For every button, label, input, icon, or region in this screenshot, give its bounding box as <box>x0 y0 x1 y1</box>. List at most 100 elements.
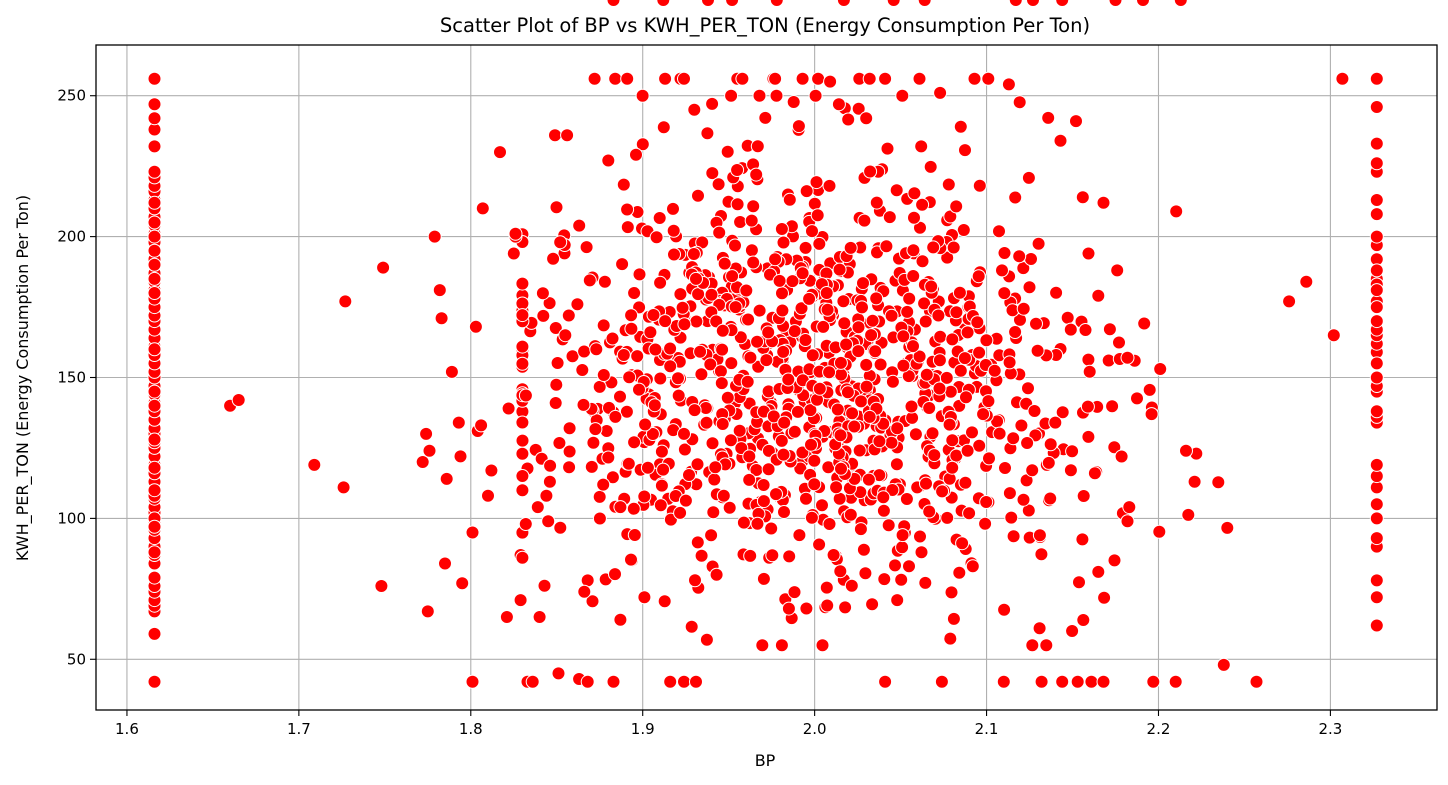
data-point <box>763 267 777 282</box>
data-point <box>1041 455 1056 470</box>
data-point <box>1120 514 1135 529</box>
data-point <box>613 612 628 627</box>
data-point <box>620 202 635 217</box>
data-point <box>944 585 959 600</box>
data-point <box>635 137 650 152</box>
data-point <box>562 460 577 475</box>
data-point <box>1369 618 1384 633</box>
data-point <box>777 505 791 519</box>
data-point <box>933 85 948 100</box>
data-point <box>759 353 774 368</box>
data-point <box>1065 444 1080 459</box>
data-point <box>663 341 678 356</box>
data-point <box>1002 486 1017 501</box>
data-point <box>894 572 909 587</box>
data-point <box>715 342 730 357</box>
data-point <box>376 260 391 275</box>
data-point <box>580 674 595 689</box>
data-point <box>912 349 927 364</box>
data-point <box>1032 621 1047 636</box>
data-point <box>515 308 530 323</box>
data-point <box>147 243 162 258</box>
data-point <box>147 215 162 230</box>
data-point <box>637 590 652 605</box>
data-point <box>1152 524 1167 539</box>
data-point <box>608 409 623 424</box>
data-point <box>712 225 727 240</box>
data-point <box>689 314 704 329</box>
data-point <box>775 286 789 301</box>
data-point <box>833 564 848 579</box>
data-point <box>851 101 866 116</box>
data-point <box>819 286 834 300</box>
data-point <box>907 186 922 201</box>
data-point <box>761 325 776 340</box>
data-point <box>923 159 938 174</box>
data-point <box>869 291 884 306</box>
data-point <box>1016 492 1031 507</box>
data-point <box>673 287 688 302</box>
data-point <box>147 545 162 560</box>
data-point <box>805 348 820 363</box>
data-point <box>766 409 781 424</box>
data-point <box>1016 301 1031 316</box>
data-point <box>728 238 742 253</box>
data-point <box>451 415 466 430</box>
data-point <box>231 393 246 407</box>
data-point <box>895 540 910 555</box>
data-point <box>608 567 622 582</box>
data-point <box>518 388 533 403</box>
data-point <box>889 457 904 472</box>
data-point <box>853 522 868 537</box>
data-point <box>565 349 580 364</box>
data-point <box>714 376 729 391</box>
data-point <box>553 235 568 250</box>
data-point <box>822 517 837 531</box>
data-point <box>1001 77 1016 92</box>
data-point <box>970 315 985 330</box>
data-point <box>915 254 930 269</box>
data-point <box>847 419 862 434</box>
data-point <box>906 243 921 258</box>
data-point <box>608 71 623 86</box>
data-point <box>1369 136 1384 151</box>
data-point <box>508 226 523 241</box>
data-point <box>750 516 765 531</box>
data-point <box>648 342 663 357</box>
data-point <box>588 422 603 437</box>
data-point <box>675 300 690 315</box>
data-point <box>536 308 551 323</box>
data-point <box>914 139 929 154</box>
data-point <box>791 119 806 134</box>
data-point <box>687 102 702 117</box>
data-point <box>626 501 641 516</box>
data-point <box>147 271 162 286</box>
data-point <box>1102 322 1117 337</box>
data-point <box>1008 0 1023 7</box>
data-point <box>919 367 934 382</box>
data-point <box>1369 314 1384 329</box>
data-point <box>671 388 686 403</box>
data-point <box>836 0 851 7</box>
data-point <box>147 139 162 154</box>
data-point <box>922 504 937 519</box>
data-point <box>513 593 528 608</box>
data-point <box>720 390 735 405</box>
data-point <box>906 269 921 283</box>
data-point <box>596 368 611 382</box>
data-point <box>804 510 819 525</box>
data-point <box>515 446 530 461</box>
data-point <box>890 421 905 436</box>
data-point <box>1025 463 1040 478</box>
data-point <box>632 382 646 397</box>
data-point <box>774 638 789 653</box>
data-point <box>740 374 755 389</box>
data-point <box>690 457 705 472</box>
data-point <box>730 197 745 212</box>
data-point <box>515 483 530 498</box>
data-point <box>945 433 960 448</box>
data-point <box>765 548 780 563</box>
data-point <box>1021 381 1035 396</box>
data-point <box>548 128 562 143</box>
data-point <box>795 445 810 460</box>
